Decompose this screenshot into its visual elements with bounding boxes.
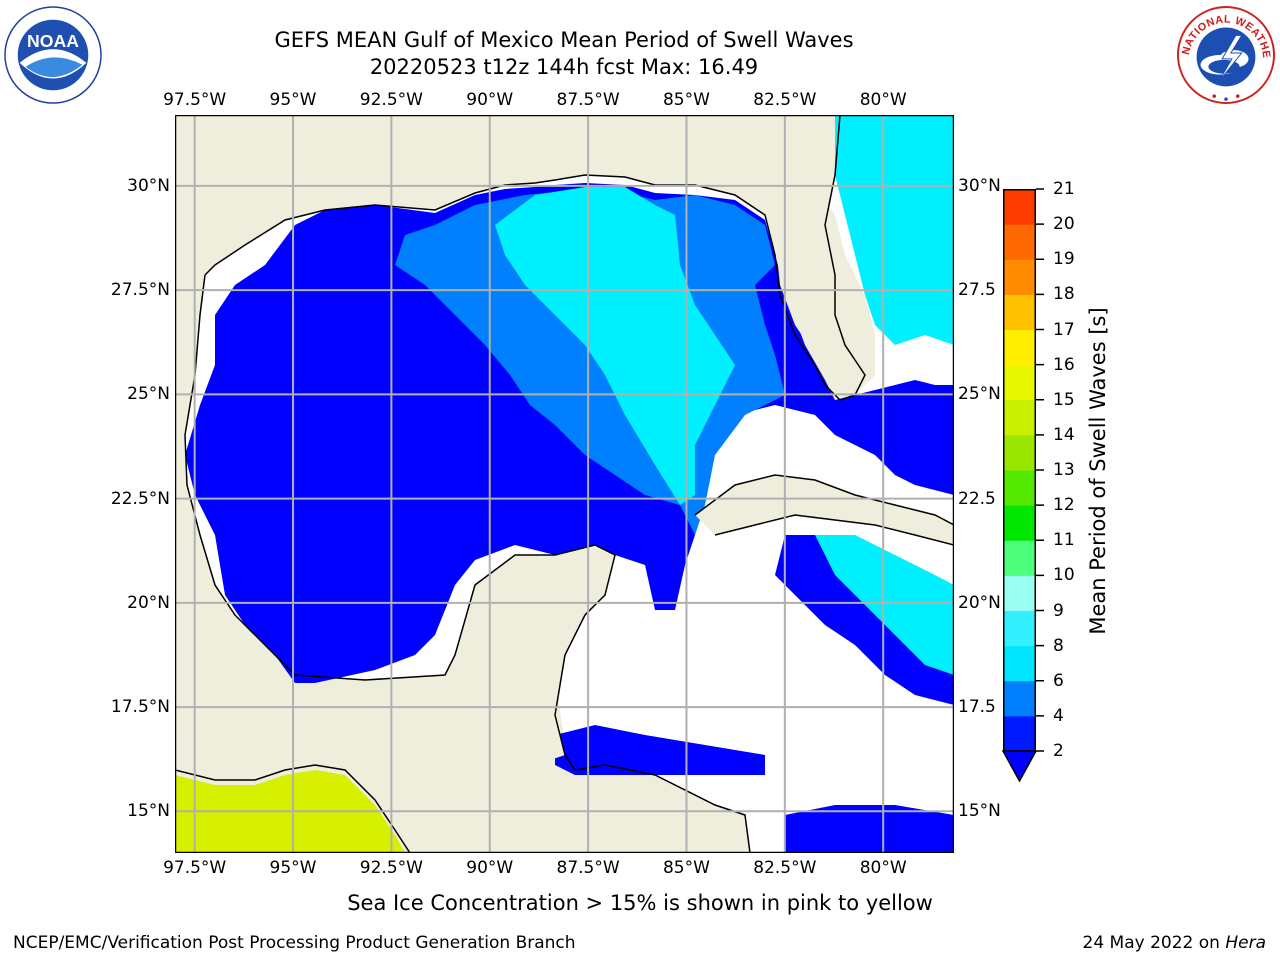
colorbar-swatch <box>1003 294 1036 330</box>
caribbean-blue-2 <box>555 725 765 775</box>
lon-tick-label: 92.5°W <box>359 90 423 110</box>
lon-tick-label: 82.5°W <box>753 90 817 110</box>
nws-logo: NATIONAL WEATHER SERVICE <box>1177 6 1275 104</box>
colorbar-tick-label: 17 <box>1053 319 1075 340</box>
colorbar-tick-label: 11 <box>1053 530 1075 551</box>
lat-tick-label-left: 20°N <box>127 592 170 613</box>
florida-land <box>775 175 875 395</box>
colorbar-tick-label: 12 <box>1053 495 1075 516</box>
lon-tick-label: 92.5°W <box>359 858 423 878</box>
chart-subtitle: 20220523 t12z 144h fcst Max: 16.49 <box>369 55 759 79</box>
colorbar-swatch <box>1003 224 1036 260</box>
chart-title: GEFS MEAN Gulf of Mexico Mean Period of … <box>274 28 854 52</box>
swell-region-6s <box>495 187 735 505</box>
cuba-land <box>695 475 954 545</box>
colorbar-tick-label: 10 <box>1053 565 1075 586</box>
lat-tick-label-right: 25°N <box>958 384 1001 405</box>
lat-tick-label-right: 15°N <box>958 801 1001 822</box>
lon-tick-label: 90°W <box>466 90 514 110</box>
footer-date-text: 24 May 2022 on <box>1082 933 1226 953</box>
colorbar-tick-label: 21 <box>1053 179 1075 199</box>
colorbar-swatch <box>1003 329 1036 366</box>
lon-tick-label: 95°W <box>269 90 317 110</box>
colorbar-swatch <box>1003 399 1036 436</box>
lon-tick-label: 85°W <box>662 90 710 110</box>
atlantic-cyan <box>835 115 954 345</box>
footer-credit: NCEP/EMC/Verification Post Processing Pr… <box>13 933 576 953</box>
colorbar-swatch <box>1003 610 1036 647</box>
colorbar-label: Mean Period of Swell Waves [s] <box>1086 307 1110 635</box>
colorbar-extend-arrow <box>1001 750 1038 783</box>
lon-tick-label: 87.5°W <box>556 858 620 878</box>
map-plot <box>175 115 954 853</box>
colorbar-swatch <box>1003 680 1036 717</box>
lon-tick-label: 85°W <box>662 858 710 878</box>
colorbar-swatch <box>1003 715 1036 752</box>
colorbar-tick-label: 4 <box>1053 705 1064 726</box>
lat-tick-label-right: 17.5 <box>958 697 996 718</box>
lon-tick-label: 80°W <box>859 90 907 110</box>
lat-tick-label-left: 30°N <box>127 175 170 196</box>
lat-tick-label-left: 22.5°N <box>110 488 170 509</box>
colorbar-tick-label: 20 <box>1053 214 1075 235</box>
lon-tick-label: 80°W <box>859 858 907 878</box>
colorbar-tick-label: 2 <box>1053 741 1064 761</box>
lon-tick-label: 87.5°W <box>556 90 620 110</box>
map-border <box>175 115 954 853</box>
colorbar-swatch <box>1003 259 1036 295</box>
footer-date: 24 May 2022 on Hera <box>1083 933 1267 953</box>
colorbar-tick-label: 16 <box>1053 354 1075 375</box>
caribbean-blue-3 <box>785 805 954 853</box>
lon-tick-label: 95°W <box>269 858 317 878</box>
colorbar-swatch <box>1003 540 1036 576</box>
lat-tick-label-right: 27.5 <box>958 280 996 301</box>
caribbean-cyan-1 <box>815 535 954 675</box>
colorbar-swatch <box>1003 364 1036 401</box>
colorbar-border <box>1003 189 1036 752</box>
footer-machine: Hera <box>1225 933 1266 953</box>
gridlines <box>175 115 954 853</box>
sea-ice-note: Sea Ice Concentration > 15% is shown in … <box>347 891 933 915</box>
yucatan-land <box>465 545 615 765</box>
colorbar-tick-label: 18 <box>1053 284 1075 305</box>
colorbar-tick-label: 19 <box>1053 249 1075 270</box>
lon-tick-label: 90°W <box>466 858 514 878</box>
lat-tick-label-left: 25°N <box>127 384 170 405</box>
lat-tick-label-right: 20°N <box>958 592 1001 613</box>
lon-tick-label: 97.5°W <box>163 858 227 878</box>
lat-tick-label-right: 30°N <box>958 175 1001 196</box>
lat-tick-label-left: 15°N <box>127 801 170 822</box>
colorbar-swatch <box>1003 470 1036 506</box>
colorbar-tick-label: 9 <box>1053 600 1064 621</box>
svg-text:NOAA: NOAA <box>27 31 79 51</box>
colorbar-swatch <box>1003 505 1036 541</box>
map-svg <box>175 115 954 853</box>
lat-tick-label-left: 17.5°N <box>110 697 170 718</box>
colorbar-swatch <box>1003 575 1036 611</box>
lon-tick-label: 82.5°W <box>753 858 817 878</box>
colorbar-swatch <box>1003 645 1036 682</box>
lat-tick-label-right: 22.5 <box>958 488 996 509</box>
colorbar-tick-label: 13 <box>1053 460 1075 480</box>
coastline-cuba <box>694 474 954 546</box>
coastline-pacific <box>175 764 411 853</box>
colorbar-swatch <box>1003 189 1036 225</box>
colorbar-tick-label: 15 <box>1053 389 1075 410</box>
colorbar-tick-label: 14 <box>1053 424 1075 445</box>
coastline <box>204 115 866 401</box>
colorbar-tick-label: 8 <box>1053 635 1064 656</box>
lon-tick-label: 97.5°W <box>163 90 227 110</box>
lat-tick-label-left: 27.5°N <box>110 280 170 301</box>
colorbar <box>1001 188 1044 783</box>
noaa-logo: NOAA <box>4 6 102 104</box>
colorbar-tick-label: 6 <box>1053 670 1064 691</box>
colorbar-swatch <box>1003 434 1036 471</box>
